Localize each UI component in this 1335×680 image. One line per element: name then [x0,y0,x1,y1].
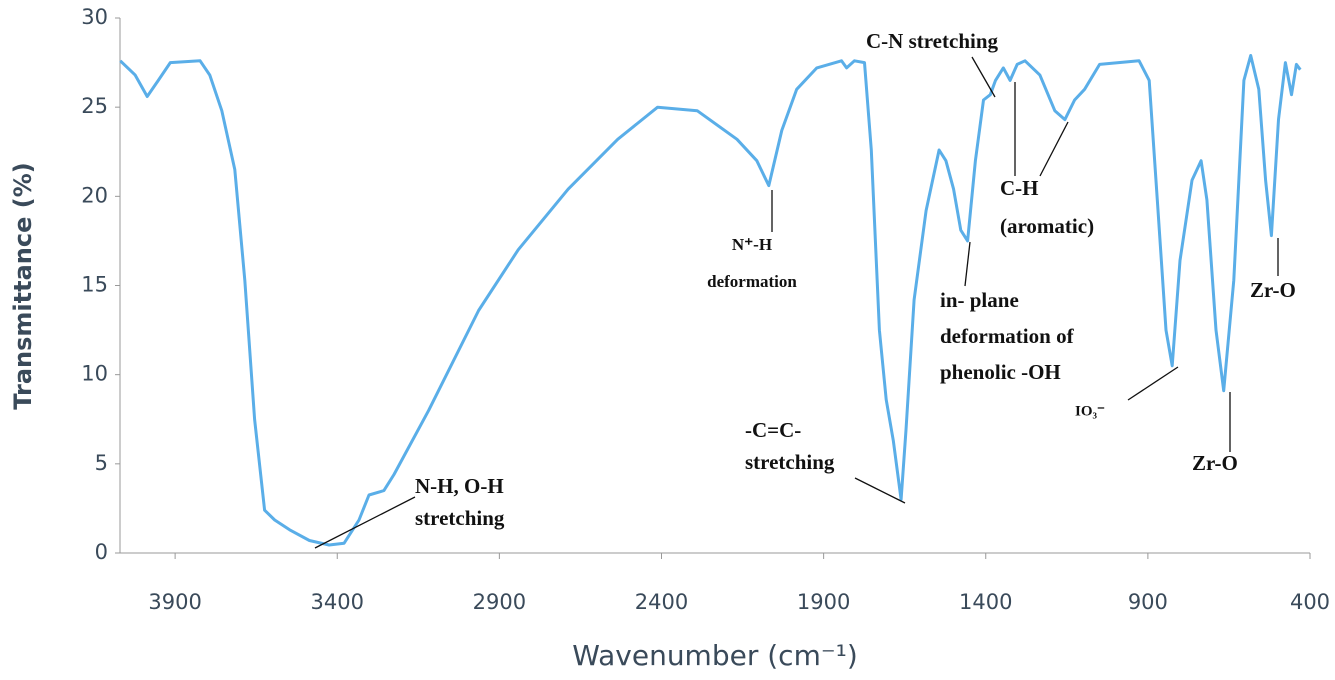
annotation: C-H [1000,176,1039,200]
annotation: (aromatic) [1000,214,1094,238]
x-tick-label: 3900 [148,590,201,614]
x-tick-label: 1400 [959,590,1012,614]
annotation-pointer [1127,366,1179,401]
spectrum-line [119,54,1302,547]
x-tick-label: 900 [1128,590,1168,614]
y-tick-label: 25 [81,94,108,118]
y-axis-title: Transmittance (%) [9,162,37,409]
annotation-pointer [854,477,906,504]
y-tick-label: 0 [95,540,108,564]
x-tick-label: 1900 [797,590,850,614]
annotation: C-N stretching [866,29,999,53]
y-tick-label: 10 [81,362,108,386]
y-tick-label: 15 [81,273,108,297]
annotation: N-H, O-H [415,474,504,498]
annotation-pointer [1039,121,1069,177]
y-tick-label: 30 [81,5,108,29]
x-tick-label: 2900 [473,590,526,614]
annotation: phenolic -OH [940,360,1061,384]
x-tick-label: 400 [1290,590,1330,614]
annotation: -C=C- [745,418,801,442]
annotation: N⁺-H [732,235,772,254]
annotation: in- plane [940,288,1019,312]
annotation: IO₃⁻ [1075,403,1105,419]
y-tick-label: 20 [81,183,108,207]
annotation-pointer [971,56,996,98]
annotation: deformation of [940,324,1075,348]
annotation-pointer [964,241,971,287]
annotation: stretching [415,506,505,530]
y-tick-label: 5 [95,451,108,475]
annotation: Zr-O [1192,451,1238,475]
x-tick-label: 3400 [311,590,364,614]
annotation-pointer [314,496,416,549]
annotation: deformation [707,272,797,291]
annotation: Zr-O [1250,278,1296,302]
x-tick-label: 2400 [635,590,688,614]
annotation: stretching [745,450,835,474]
x-axis-title: Wavenumber (cm⁻¹) [572,639,858,672]
